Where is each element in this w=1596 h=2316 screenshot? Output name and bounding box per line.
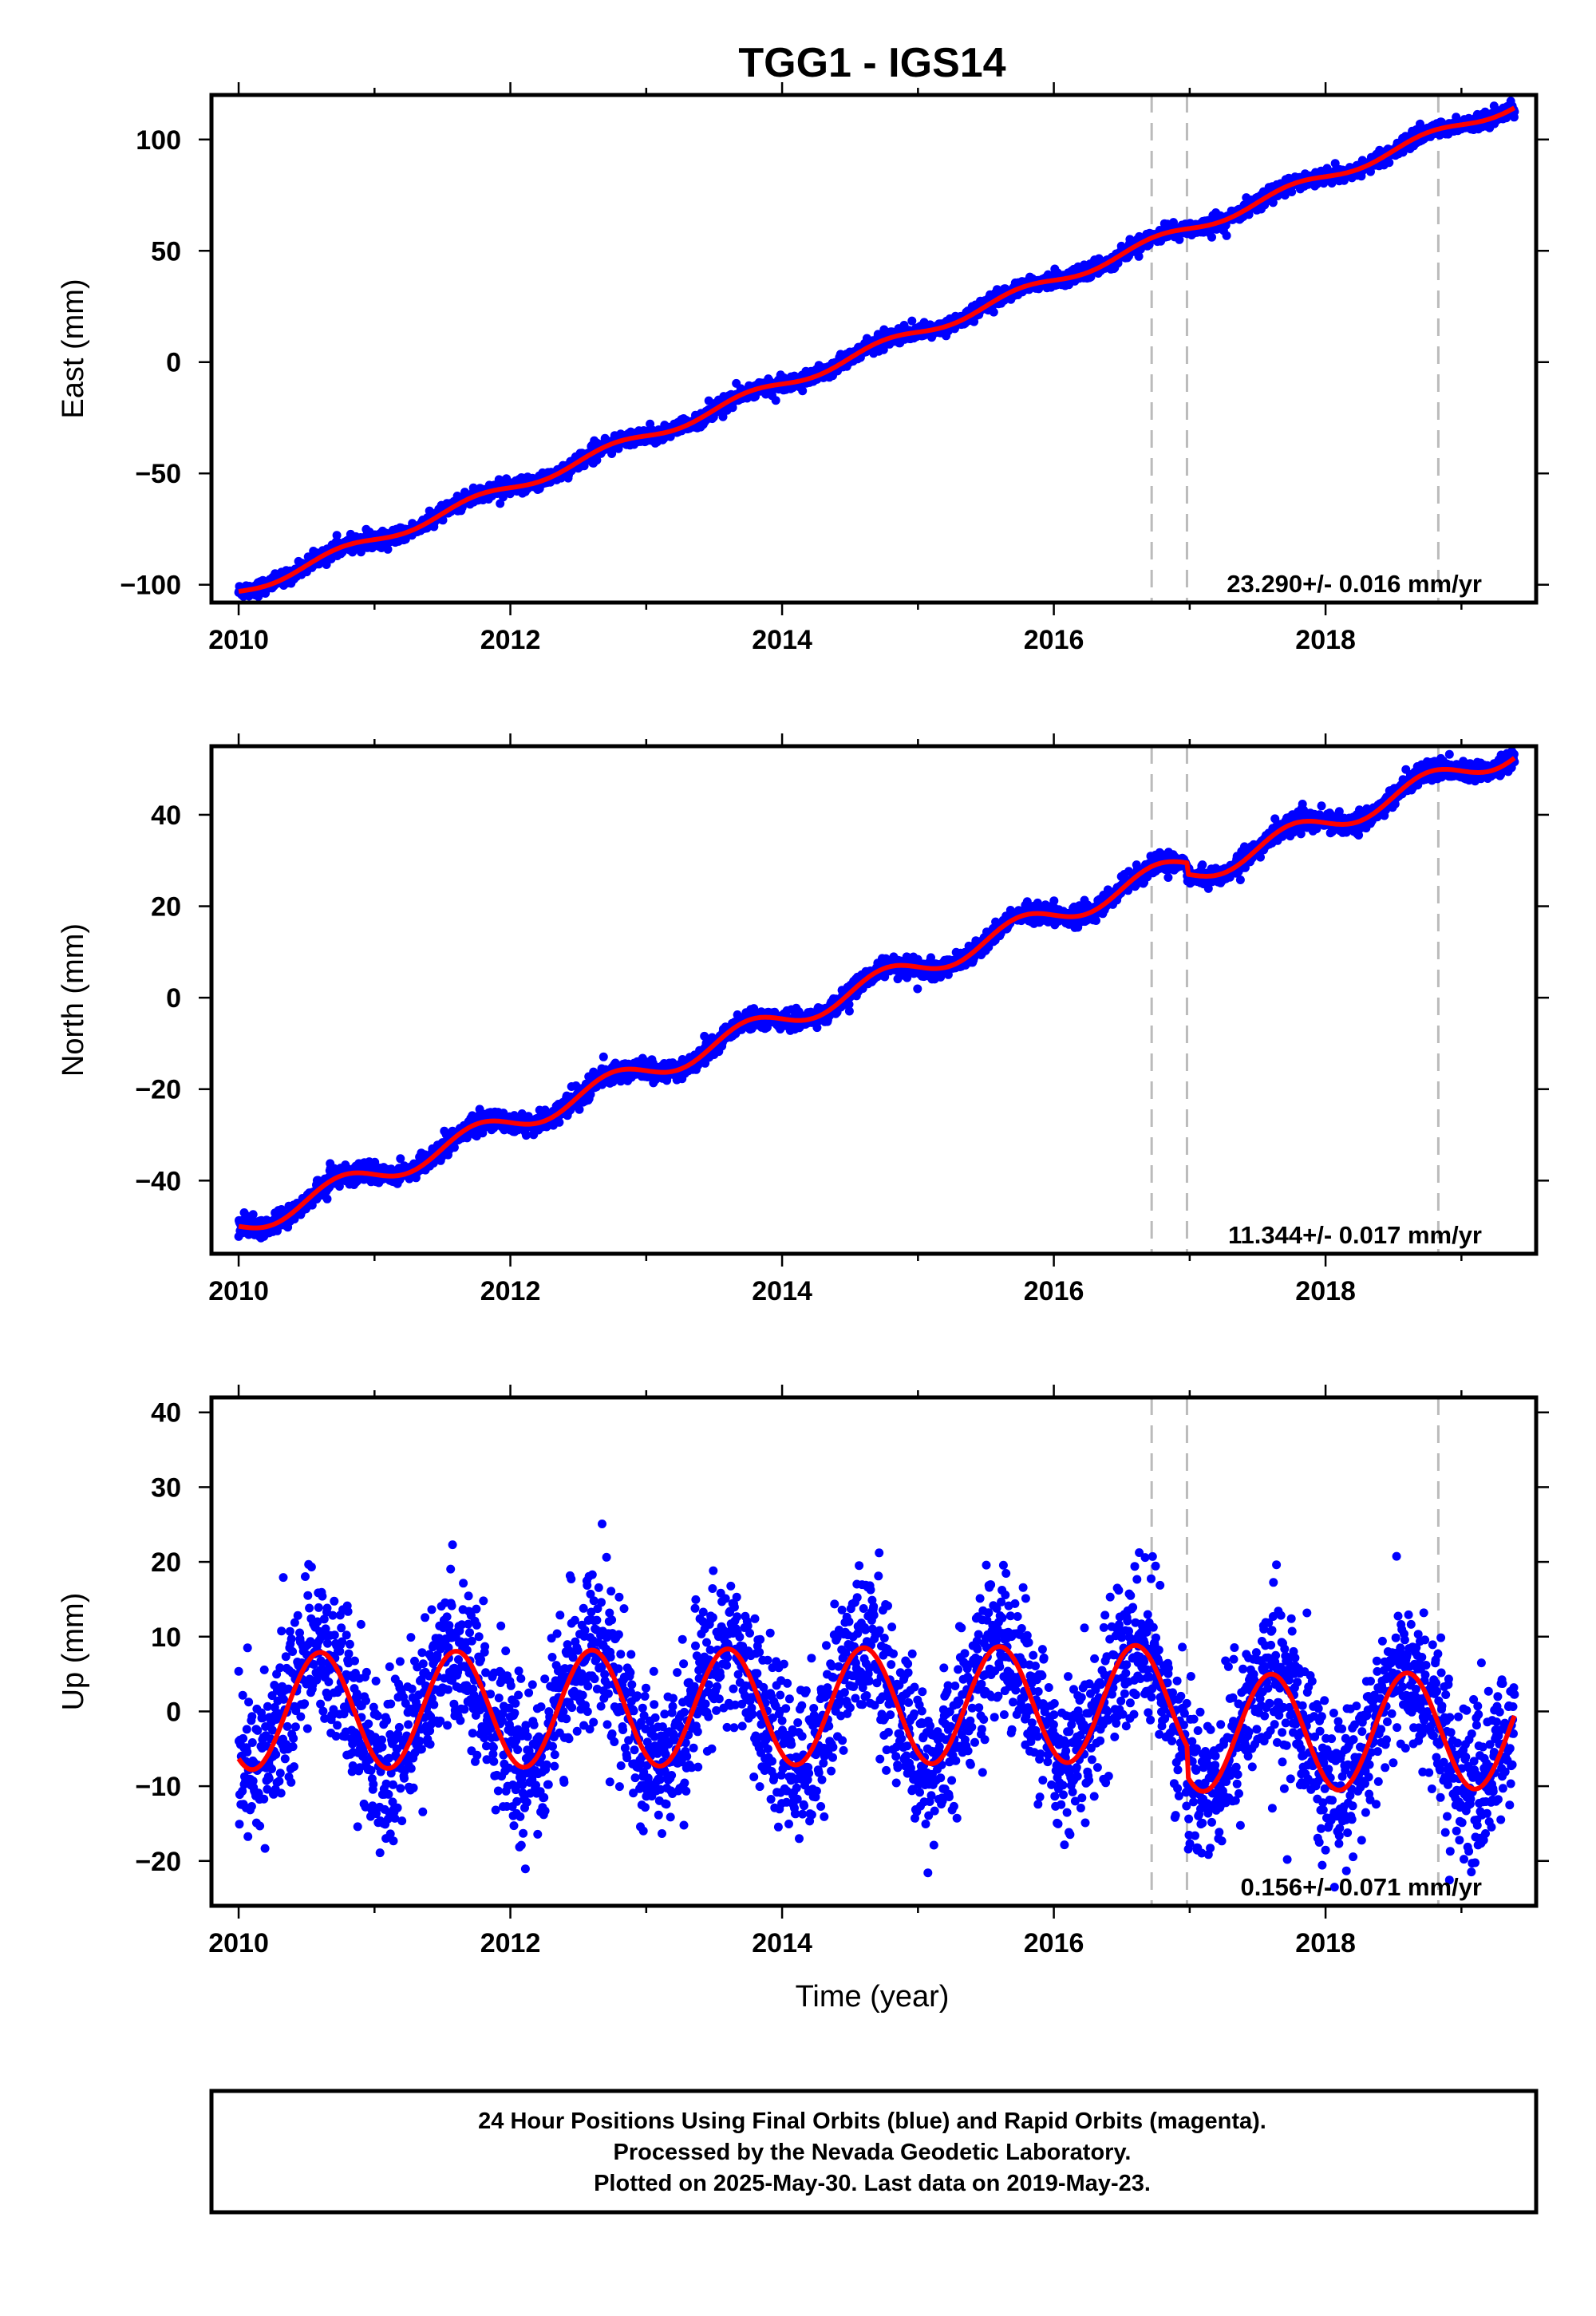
x-tick-label: 2016 [1024, 625, 1084, 655]
chart-title: TGG1 - IGS14 [738, 40, 1005, 86]
y-tick-label: −50 [135, 459, 181, 489]
y-tick-label: −100 [120, 571, 181, 601]
data-point [989, 307, 998, 317]
data-point [798, 386, 808, 396]
east-panel: 2010 2012 2014 2016 2018 −100 −50 0 50 100 East (… [57, 82, 1549, 655]
data-point [322, 1194, 332, 1203]
y-tick-label: 0 [166, 348, 181, 378]
x-tick-label: 2010 [208, 625, 269, 655]
x-tick-label: 2018 [1295, 625, 1356, 655]
data-point [496, 499, 505, 508]
data-point [592, 456, 602, 465]
data-point [332, 531, 342, 540]
y-tick-label: 100 [136, 125, 181, 156]
east-break-lines [1150, 95, 1440, 603]
data-point [248, 1210, 258, 1219]
y-tick-label: 50 [151, 236, 181, 267]
data-point [771, 396, 780, 405]
data-point [718, 412, 728, 421]
data-point [598, 1052, 608, 1061]
data-point [1222, 231, 1231, 240]
data-point [438, 516, 448, 525]
data-point [555, 1117, 564, 1127]
data-point [383, 544, 393, 554]
east-velocity-label: 23.290+/- 0.016 mm/yr [1227, 570, 1482, 598]
x-tick-label: 2014 [752, 625, 812, 655]
x-tick-label: 2012 [480, 625, 541, 655]
data-point [1207, 232, 1216, 242]
data-point [1287, 188, 1297, 196]
data-point [907, 316, 917, 326]
east-y-axis-label: East (mm) [57, 279, 90, 418]
